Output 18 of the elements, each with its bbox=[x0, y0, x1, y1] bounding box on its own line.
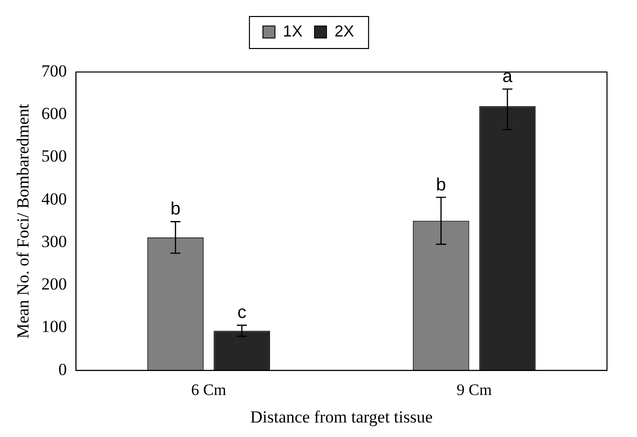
annotation: c bbox=[237, 302, 246, 322]
annotation: b bbox=[170, 198, 180, 219]
y-axis-title: Mean No. of Foci/ Bombaredment bbox=[14, 104, 33, 339]
legend-label: 2X bbox=[334, 23, 354, 40]
annotation: b bbox=[436, 174, 446, 194]
y-tick-label: 200 bbox=[41, 274, 67, 294]
y-tick-label: 500 bbox=[41, 146, 67, 166]
x-axis-title: Distance from target tissue bbox=[250, 407, 433, 426]
y-tick-label: 100 bbox=[41, 317, 67, 336]
x-tick-label: 6 Cm bbox=[191, 382, 227, 400]
y-tick-label: 400 bbox=[41, 189, 67, 208]
x-tick-label: 9 Cm bbox=[456, 382, 492, 400]
legend-label: 1X bbox=[282, 23, 303, 40]
y-tick-label: 600 bbox=[41, 104, 67, 124]
y-tick-label: 300 bbox=[41, 232, 67, 251]
y-tick-label: 700 bbox=[41, 61, 67, 80]
y-tick-label: 0 bbox=[58, 360, 67, 379]
annotation: a bbox=[502, 66, 514, 86]
